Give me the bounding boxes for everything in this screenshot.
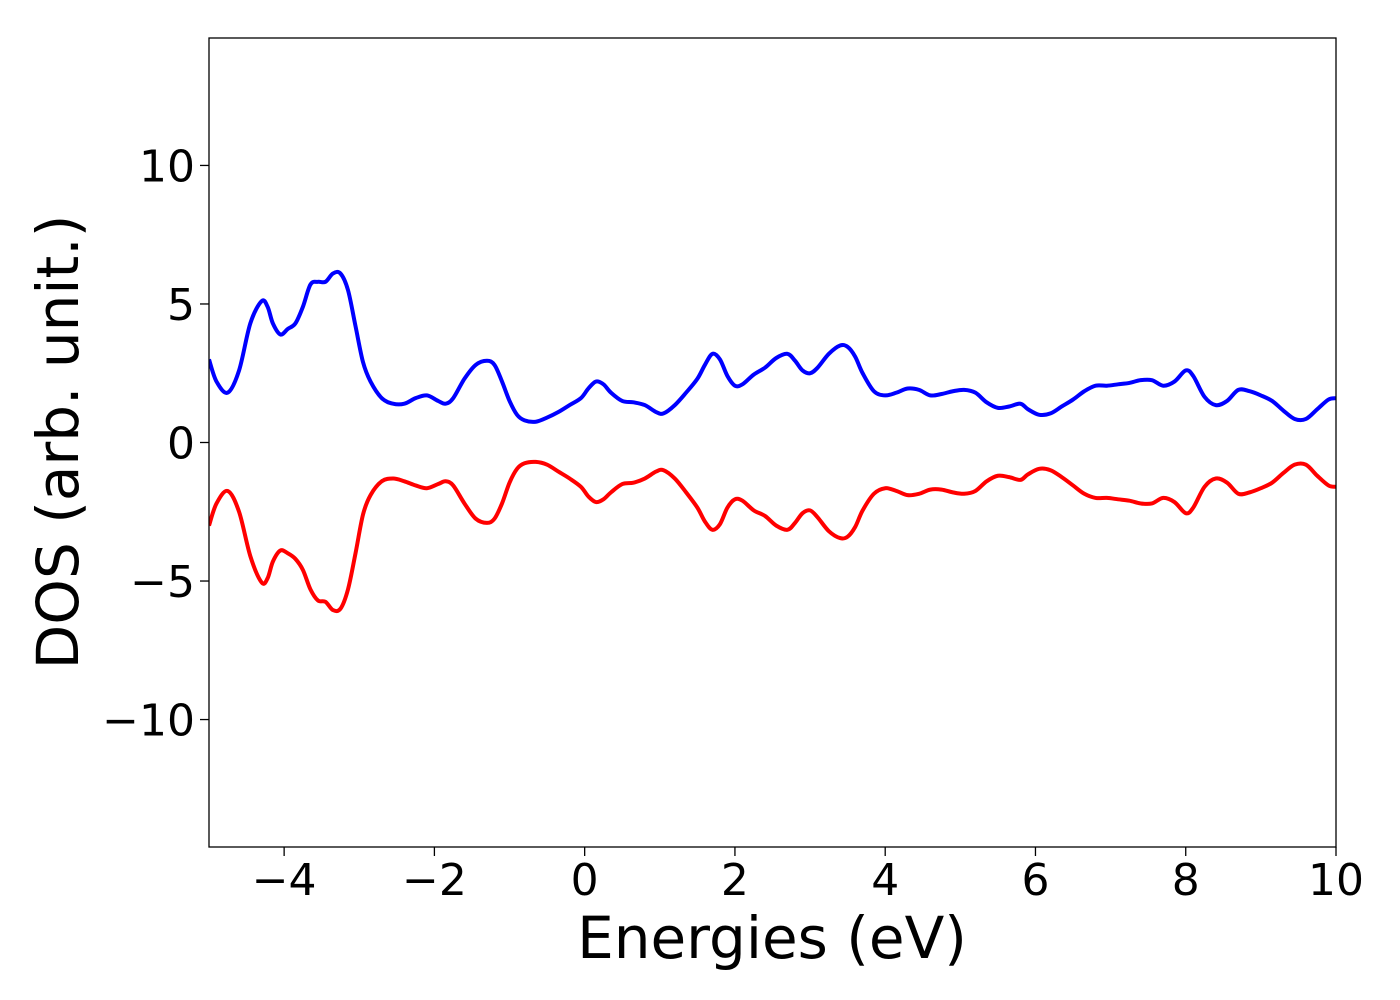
y-axis-label: DOS (arb. unit.) bbox=[24, 215, 92, 670]
series-line-1 bbox=[209, 269, 1336, 424]
series-line-2 bbox=[209, 459, 1336, 614]
y-tick-label: −10 bbox=[102, 696, 195, 747]
x-tick-label: 10 bbox=[1308, 855, 1364, 906]
y-axis-ticks: −10 −5 0 5 10 bbox=[102, 141, 209, 747]
x-tick-label: −4 bbox=[252, 855, 317, 906]
y-tick-label: 10 bbox=[139, 141, 195, 192]
x-axis-ticks: −4 −2 0 2 4 6 8 10 bbox=[252, 847, 1364, 906]
y-tick-label: 5 bbox=[167, 280, 195, 331]
x-axis-label: Energies (eV) bbox=[577, 904, 967, 972]
x-tick-label: 6 bbox=[1021, 855, 1049, 906]
y-tick-label: 0 bbox=[167, 419, 195, 470]
x-tick-label: 8 bbox=[1172, 855, 1200, 906]
y-tick-label: −5 bbox=[130, 557, 195, 608]
x-tick-label: −2 bbox=[402, 855, 467, 906]
x-tick-label: 0 bbox=[571, 855, 599, 906]
x-tick-label: 2 bbox=[721, 855, 749, 906]
series-layer bbox=[209, 269, 1336, 614]
plot-frame bbox=[208, 37, 1337, 848]
x-tick-label: 4 bbox=[871, 855, 899, 906]
